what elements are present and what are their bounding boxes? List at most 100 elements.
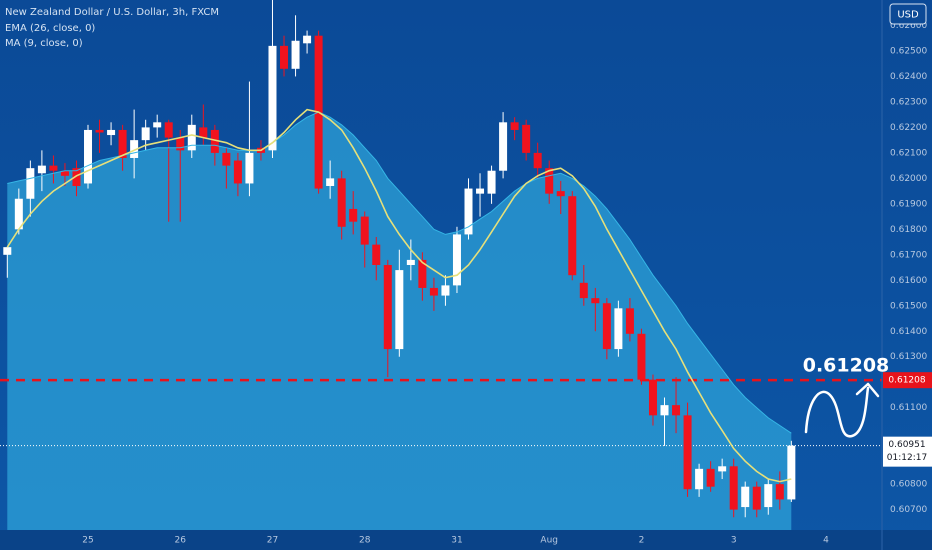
candle-body (280, 45, 289, 69)
candle-body (568, 196, 577, 276)
y-tick-label: 0.60800 (890, 480, 927, 490)
annotation-arrow (804, 386, 870, 438)
candle-body (660, 405, 669, 416)
candle-body (383, 265, 392, 350)
y-tick-label: 0.62200 (890, 123, 927, 133)
candle-body (291, 40, 300, 69)
candle-body (3, 247, 12, 255)
candle-body (84, 129, 93, 184)
candle-body (752, 486, 761, 510)
candle-body (695, 468, 704, 490)
candle-body (787, 445, 796, 500)
y-tick-label: 0.61100 (890, 403, 927, 413)
x-tick-label: 28 (359, 536, 371, 546)
target-price-label: 0.61208 (888, 376, 925, 386)
y-tick-label: 0.60700 (890, 505, 927, 515)
candle-body (153, 122, 162, 128)
candle-body (522, 124, 531, 153)
candle-body (210, 129, 219, 153)
overlay: 0.62600 0.62500 0.62400 0.62300 0.62200 0.621… (82, 21, 932, 546)
candle-body (487, 170, 496, 194)
candle-body (406, 259, 415, 265)
candle-body (303, 35, 312, 44)
last-price-box (883, 436, 932, 467)
y-tick-label: 0.61500 (890, 301, 927, 311)
y-tick-label: 0.62300 (890, 97, 927, 107)
candle-body (729, 466, 738, 510)
candle-body (268, 45, 277, 151)
y-tick-label: 0.61600 (890, 276, 927, 286)
target-annotation: 0.61208 (803, 355, 890, 377)
candle-body (107, 129, 116, 136)
x-tick-label: 4 (823, 536, 829, 546)
y-tick-label: 0.62600 (890, 21, 927, 31)
y-tick-label: 0.62400 (890, 72, 927, 82)
candle-body (222, 152, 231, 166)
candle-body (452, 234, 461, 286)
x-tick-label: Aug (540, 536, 558, 546)
y-tick-label: 0.61700 (890, 250, 927, 260)
candle-body (26, 168, 35, 199)
candle-body (533, 152, 542, 169)
candle-body (579, 282, 588, 299)
candle-body (683, 415, 692, 490)
candle-body (441, 285, 450, 296)
candle-body (337, 178, 346, 227)
candle-body (591, 298, 600, 304)
candle-body (141, 127, 150, 141)
candle-body (499, 122, 508, 171)
annotation-arrowhead (855, 382, 880, 398)
candle-body (49, 165, 58, 171)
candle-body (418, 259, 427, 288)
candle-body (187, 124, 196, 151)
indicator-line (6, 108, 792, 483)
candle-body (199, 127, 208, 138)
candle-body (556, 191, 565, 197)
time-axis-bg (0, 530, 932, 550)
candle-body (176, 137, 185, 151)
candle-body (37, 165, 46, 174)
candle-body (429, 287, 438, 296)
candle-body (625, 308, 634, 334)
y-tick-label: 0.61800 (890, 225, 927, 235)
candle-body (164, 122, 173, 138)
candle-body (637, 333, 646, 380)
candle-body (349, 208, 358, 222)
legend-indicator: EMA (26, close, 0) (5, 23, 95, 34)
last-price-label: 0.60951 (888, 440, 925, 450)
candle-body (14, 198, 23, 230)
currency-label: USD (897, 10, 919, 21)
target-price-box (883, 372, 932, 389)
y-tick-label: 0.61300 (890, 352, 927, 362)
candle-body (775, 484, 784, 500)
y-tick-label: 0.62500 (890, 46, 927, 56)
countdown-label: 01:12:17 (887, 453, 927, 463)
candle-body (130, 140, 139, 158)
currency-button[interactable] (889, 3, 927, 25)
candle-body (764, 484, 773, 508)
candle-body (326, 178, 335, 187)
x-tick-label: 31 (451, 536, 462, 546)
candle-body (72, 168, 81, 187)
candle-body (233, 160, 242, 184)
candle-body (372, 244, 381, 265)
candle-body (741, 486, 750, 508)
candle-body (672, 405, 681, 416)
candle-body (648, 379, 657, 416)
candle-body (476, 188, 485, 194)
candle-body (60, 170, 69, 176)
candle-body (118, 129, 127, 158)
y-tick-label: 0.61400 (890, 327, 927, 337)
plot-area (0, 0, 882, 530)
candle-body (510, 122, 519, 130)
x-tick-label: 25 (82, 536, 93, 546)
candle-body (602, 303, 611, 350)
y-tick-label: 0.61900 (890, 199, 927, 209)
candle-body (718, 466, 727, 472)
x-tick-label: 26 (175, 536, 187, 546)
candle-body (395, 270, 404, 350)
candle-body (360, 216, 369, 245)
y-tick-label: 0.62000 (890, 174, 927, 184)
